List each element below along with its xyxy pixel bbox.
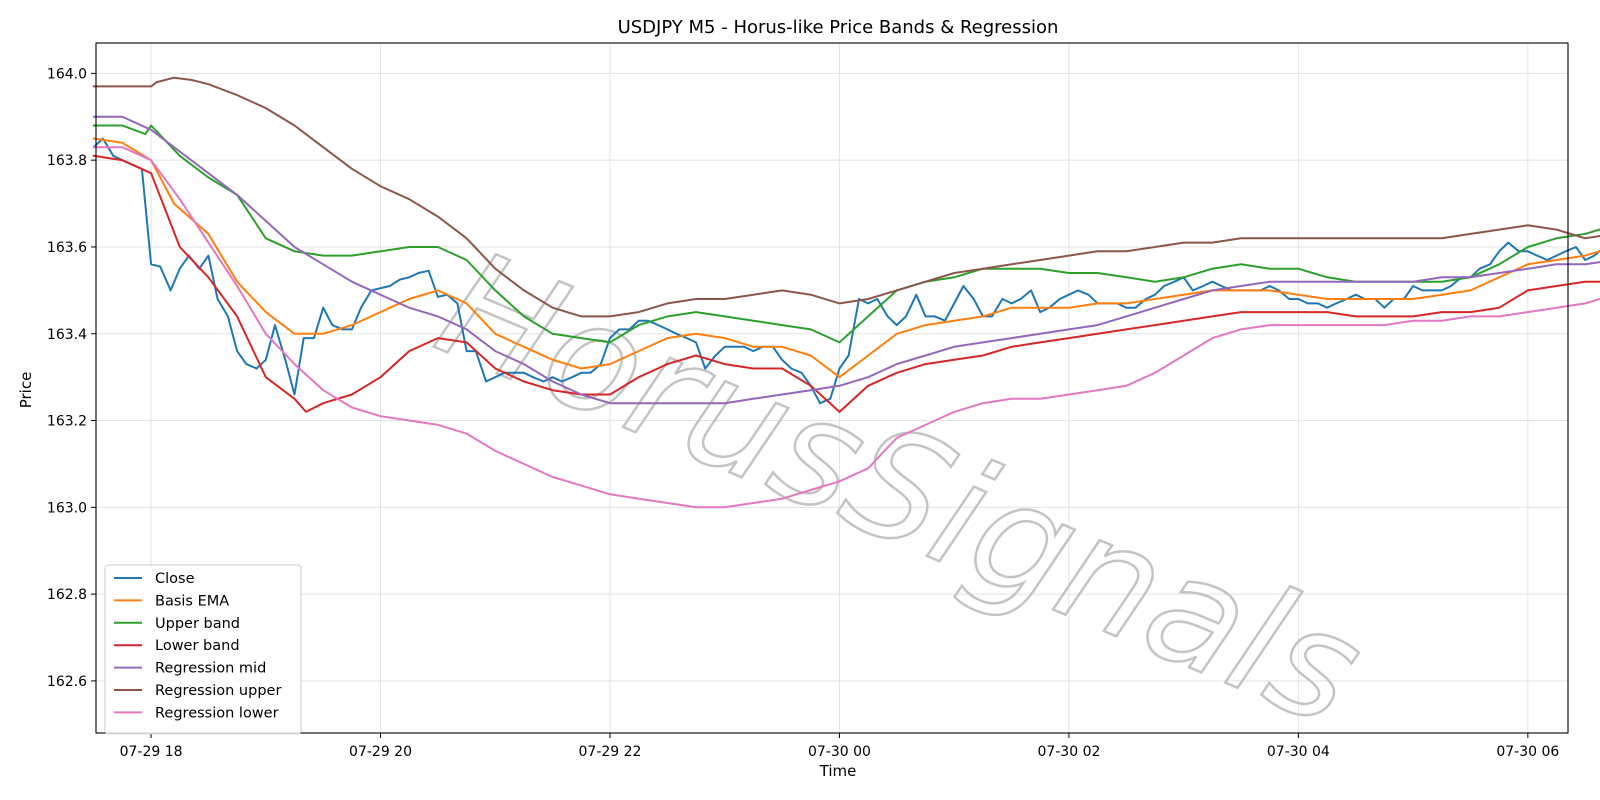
x-axis-title: Time	[819, 762, 857, 780]
y-tick-label: 162.8	[47, 587, 87, 603]
axis-ticks: 07-29 18 07-29 20 07-29 22 07-30 00 07-30 02…	[47, 66, 1559, 760]
legend: Close Basis EMA Upper band Lower band Regres…	[104, 564, 302, 735]
series-line-regression-upper	[92, 76, 1600, 318]
series-line-regression-lower	[92, 146, 1600, 509]
x-tick-label: 07-30 04	[1267, 744, 1330, 760]
legend-box	[104, 564, 302, 735]
legend-entry: Upper band	[155, 616, 240, 632]
legend-entry: Close	[155, 571, 195, 587]
y-tick-label: 163.2	[47, 414, 87, 430]
series-line-regression-mid	[92, 115, 1600, 405]
series-line-close	[92, 137, 1600, 405]
legend-entry: Regression lower	[155, 705, 279, 721]
x-tick-label: 07-29 22	[579, 744, 642, 760]
x-tick-label: 07-30 06	[1496, 744, 1559, 760]
x-tick-label: 07-30 00	[808, 744, 871, 760]
series-line-basis-ema	[92, 137, 1600, 379]
legend-entry: Regression upper	[155, 683, 281, 699]
series-line-upper-band	[92, 124, 1600, 344]
y-tick-label: 163.4	[47, 327, 87, 343]
y-tick-label: 163.0	[47, 500, 87, 516]
plot-frame	[95, 42, 1569, 734]
x-tick-label: 07-29 20	[349, 744, 412, 760]
legend-entry: Regression mid	[155, 661, 266, 677]
grid	[96, 43, 1568, 733]
chart-title: USDJPY M5 - Horus-like Price Bands & Reg…	[618, 17, 1059, 38]
y-tick-label: 163.8	[47, 153, 87, 169]
legend-entry: Basis EMA	[155, 593, 229, 609]
y-axis-title: Price	[17, 372, 35, 409]
series-line-lower-band	[92, 154, 1600, 413]
y-tick-label: 162.6	[47, 674, 87, 690]
y-tick-label: 164.0	[47, 66, 87, 82]
series	[92, 76, 1600, 509]
x-tick-label: 07-30 02	[1037, 744, 1100, 760]
x-tick-label: 07-29 18	[120, 744, 183, 760]
legend-entry: Lower band	[155, 638, 240, 654]
y-tick-label: 163.6	[47, 240, 87, 256]
